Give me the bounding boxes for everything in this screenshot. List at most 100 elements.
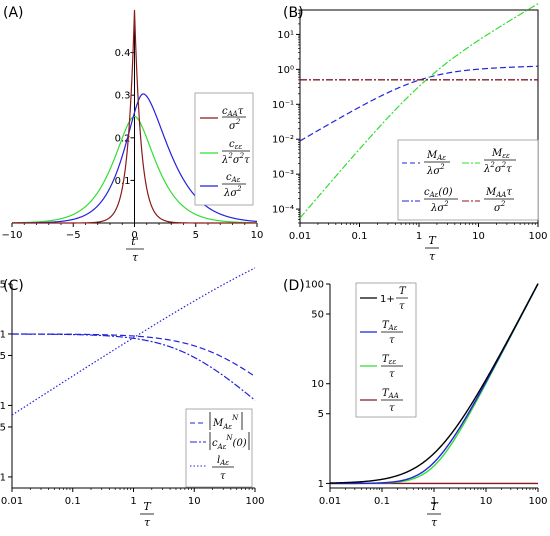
panel-c-x-tick-label: 100 [245,496,264,507]
svg-text:λσ2: λσ2 [430,200,449,214]
svg-text:τ: τ [399,301,405,312]
panel-a-y-tick-label: 0.4 [115,48,131,59]
series-c-lae [11,267,256,416]
panel-c-y-tick-label: 0.05 [0,422,6,433]
panel-b-x-tick-label: 100 [528,231,547,242]
panel-c-y-tick-label: 0.5 [0,351,6,362]
panel-b-label: (B) [283,5,304,21]
svg-text:lAε: lAε [217,455,229,467]
panel-d-x-tick-label: 1 [431,496,437,507]
svg-text:Tεε: Tεε [382,354,396,366]
panel-b-x-tick-label: 10 [472,231,485,242]
panel-b-y-tick-label: 10⁻¹ [272,100,294,111]
svg-text:cAε(0): cAε(0) [424,187,453,199]
panel-a-x-tick-label: −10 [1,230,22,241]
legend-a-cae: cAε λσ2 [222,172,246,199]
panel-d-x-tick-label: 0.1 [374,496,390,507]
panel-d-x-tick-label: 10 [480,496,493,507]
panel-b-x-tick-label: 1 [416,231,422,242]
legend-d-oneplus: 1+ T τ [380,286,408,312]
svg-text:τ: τ [220,471,226,482]
panel-d-x-tick-label: 0.01 [319,496,341,507]
panel-a-label: (A) [3,5,24,21]
series-a-caa [12,9,257,224]
panel-c-label: (C) [3,278,24,294]
svg-text:cAε: cAε [226,172,241,184]
svg-text:MAAτ: MAAτ [485,187,512,199]
svg-text:T: T [428,234,437,247]
panel-b-curves [299,3,539,219]
legend-b-cae0: cAε(0) λσ2 [424,187,458,214]
svg-text:Mεε: Mεε [491,148,510,160]
panel-a: (A) −10 −5 0 5 100.10.20.30.4 t' τ cAAτ σ2 c… [1,5,263,264]
panel-d-y-tick-label: 1 [318,479,324,490]
svg-text:τ: τ [389,369,395,380]
panel-b-x-tick-label: 0.1 [352,231,368,242]
panel-c-x-tick-label: 1 [130,496,136,507]
panel-b-axes: 0.01 0.1 1 10 100 10⁻⁴ 10⁻³ 10⁻² 10⁻¹ 10⁰ 10¹ [272,9,548,242]
panel-a-x-tick-label: 5 [193,230,199,241]
panel-a-x-tick-label: −5 [66,230,81,241]
panel-b-legend: MAε λσ2 Mεε λ2σ2τ cAε(0) λσ2 MAAτ σ2 [397,139,539,221]
panel-d-y-tick-label: 5 [318,409,324,420]
svg-text:cAAτ: cAAτ [222,106,244,118]
legend-c-maen: MAεN [209,412,243,431]
panel-c-y-tick-label: 5 [0,280,6,291]
panel-c: (C) 0.01 0.1 1 10 100 0.01 0.05 0.1 0.5 1 5 T τ MA… [0,267,265,529]
series-c-caen0 [12,333,256,401]
series-a-cee [12,115,257,224]
series-b-mae [299,65,539,142]
panel-c-axes: 0.01 0.1 1 10 100 0.01 0.05 0.1 0.5 1 5 [0,280,265,508]
svg-text:τ: τ [389,335,395,346]
svg-text:TAA: TAA [382,388,399,400]
legend-c-caen0: cAεN(0) [209,432,250,451]
panel-b-y-tick-label: 10⁰ [277,65,294,76]
panel-c-y-tick-label: 1 [0,329,6,340]
panel-a-x-tick-label: 0 [131,230,137,241]
panel-a-x-tick-label: 10 [251,230,264,241]
panel-a-y-tick-label: 0.1 [115,176,131,187]
panel-b: (B) 0.01 0.1 1 10 10010⁻⁴10⁻³10⁻²10⁻¹10⁰10¹ … [272,3,548,263]
panel-b-y-tick-label: 10¹ [277,30,294,41]
panel-c-x-tick-label: 0.1 [65,496,81,507]
panel-a-curves [11,9,258,224]
svg-text:1+: 1+ [380,294,395,305]
panel-d-y-tick-label: 100 [305,280,324,291]
svg-text:λσ2: λσ2 [223,185,242,199]
svg-text:τ: τ [144,516,151,529]
panel-c-legend: MAεN cAεN(0) lAε τ [185,408,253,488]
panel-a-legend: cAAτ σ2 cεε λ2σ2τ cAε λσ2 [194,92,254,206]
svg-text:λ2σ2τ: λ2σ2τ [221,152,250,166]
legend-d-taa: TAA τ [381,388,403,414]
legend-c-lae: lAε τ [212,455,234,482]
legend-a-cee: cεε λ2σ2τ [221,139,250,166]
svg-text:σ2: σ2 [229,118,241,132]
legend-b-maa: MAAτ σ2 [484,187,514,214]
svg-text:T: T [430,500,439,513]
panel-b-x-tick-label: 0.01 [289,231,311,242]
panel-a-xlabel-num: t' [131,235,138,248]
panel-c-curves [11,267,256,416]
panel-d-legend: 1+ T τ TAε τ Tεε τ TAA τ [355,282,417,418]
svg-text:τ: τ [429,250,436,263]
svg-text:T: T [399,286,407,297]
series-a-cae [11,93,258,224]
svg-text:MAε: MAε [426,150,446,162]
panel-b-xlabel: T τ [425,234,439,263]
svg-text:λσ2: λσ2 [426,163,445,177]
panel-c-xlabel: T τ [140,500,154,529]
panel-c-y-tick-label: 0.1 [0,401,6,412]
legend-d-tae: TAε τ [381,320,403,346]
series-d-oneplus [329,283,539,484]
panel-d-y-tick-label: 50 [311,310,324,321]
svg-text:TAε: TAε [382,320,398,332]
series-b-mee [299,3,539,219]
legend-a-caa: cAAτ σ2 [222,106,246,132]
panel-d-label: (D) [283,278,305,294]
panel-a-y-tick-label: 0.3 [115,91,131,102]
series-c-maen [12,333,256,377]
legend-b-mae: MAε λσ2 [424,150,450,177]
panel-b-y-tick-label: 10⁻² [272,135,294,146]
panel-d-axes: 0.01 0.1 1 10 100 1 5 10 50 100 [305,280,548,508]
